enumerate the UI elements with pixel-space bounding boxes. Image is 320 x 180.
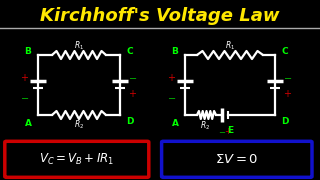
- Text: $V_C = V_B + IR_1$: $V_C = V_B + IR_1$: [39, 152, 114, 167]
- Text: $-$: $-$: [20, 92, 29, 102]
- Text: $R_1$: $R_1$: [74, 40, 84, 52]
- FancyBboxPatch shape: [5, 141, 149, 177]
- Text: B: B: [25, 46, 31, 55]
- Text: C: C: [282, 46, 288, 55]
- Text: $+$: $+$: [128, 87, 137, 98]
- Text: D: D: [281, 116, 289, 125]
- Text: B: B: [172, 46, 179, 55]
- Text: $-$: $-$: [218, 126, 226, 135]
- Text: $-$: $-$: [167, 92, 176, 102]
- Text: D: D: [126, 116, 134, 125]
- Text: $+$: $+$: [224, 126, 232, 136]
- Text: E: E: [227, 126, 233, 135]
- Text: $R_2$: $R_2$: [200, 120, 211, 132]
- Text: C: C: [127, 46, 133, 55]
- Text: Kirchhoff's Voltage Law: Kirchhoff's Voltage Law: [40, 7, 280, 25]
- Text: $-$: $-$: [283, 72, 292, 82]
- Text: $-$: $-$: [128, 72, 137, 82]
- Text: $+$: $+$: [283, 87, 292, 98]
- Text: $R_1$: $R_1$: [225, 40, 235, 52]
- Text: A: A: [25, 118, 31, 127]
- Text: $+$: $+$: [20, 71, 29, 82]
- Text: $\Sigma V = 0$: $\Sigma V = 0$: [215, 153, 259, 166]
- Text: A: A: [172, 118, 179, 127]
- Text: $+$: $+$: [167, 71, 176, 82]
- Text: $R_2$: $R_2$: [74, 119, 84, 131]
- FancyBboxPatch shape: [162, 141, 312, 177]
